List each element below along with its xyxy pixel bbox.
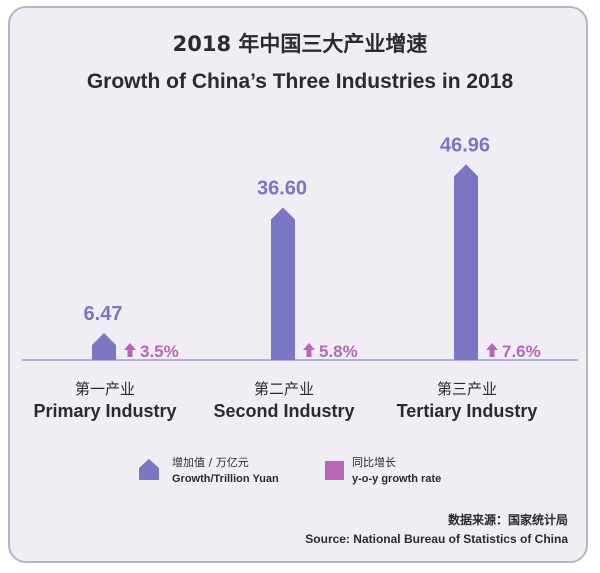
chart-card (8, 6, 588, 563)
legend-label-growth-en: Growth/Trillion Yuan (172, 473, 279, 485)
legend-swatch-growth (139, 459, 159, 480)
category-label-en-1: Primary Industry (33, 401, 176, 421)
chart-title-cn: 2018 年中国三大产业增速 (172, 32, 428, 56)
bar-1 (92, 333, 116, 360)
bar-3 (454, 164, 478, 360)
growth-arrow-icon-1 (124, 343, 136, 357)
legend-label-rate-cn: 同比增长 (352, 455, 396, 469)
category-label-cn-1: 第一产业 (75, 380, 135, 398)
growth-arrow-icon-3 (486, 343, 498, 357)
growth-arrow-icon-2 (303, 343, 315, 357)
legend-label-rate-en: y-o-y growth rate (352, 473, 441, 485)
category-label-cn-3: 第三产业 (437, 380, 497, 398)
category-label-en-2: Second Industry (213, 401, 354, 421)
legend-swatch-rate (325, 461, 344, 480)
growth-rate-label-2: 5.8% (319, 342, 358, 361)
bar-value-label-2: 36.60 (257, 178, 307, 200)
category-label-cn-2: 第二产业 (254, 380, 314, 398)
growth-rate-label-1: 3.5% (140, 342, 179, 361)
growth-rate-label-3: 7.6% (502, 342, 541, 361)
chart-title-en: Growth of China’s Three Industries in 20… (86, 70, 514, 93)
bar-value-label-1: 6.47 (84, 303, 123, 325)
bar-2 (271, 207, 295, 360)
source-en: Source: National Bureau of Statistics of… (305, 532, 568, 546)
bar-value-label-3: 46.96 (440, 134, 490, 156)
source-cn: 数据来源：国家统计局 (447, 513, 568, 527)
category-label-en-3: Tertiary Industry (397, 401, 538, 421)
legend-label-growth-cn: 增加值 / 万亿元 (172, 455, 249, 469)
